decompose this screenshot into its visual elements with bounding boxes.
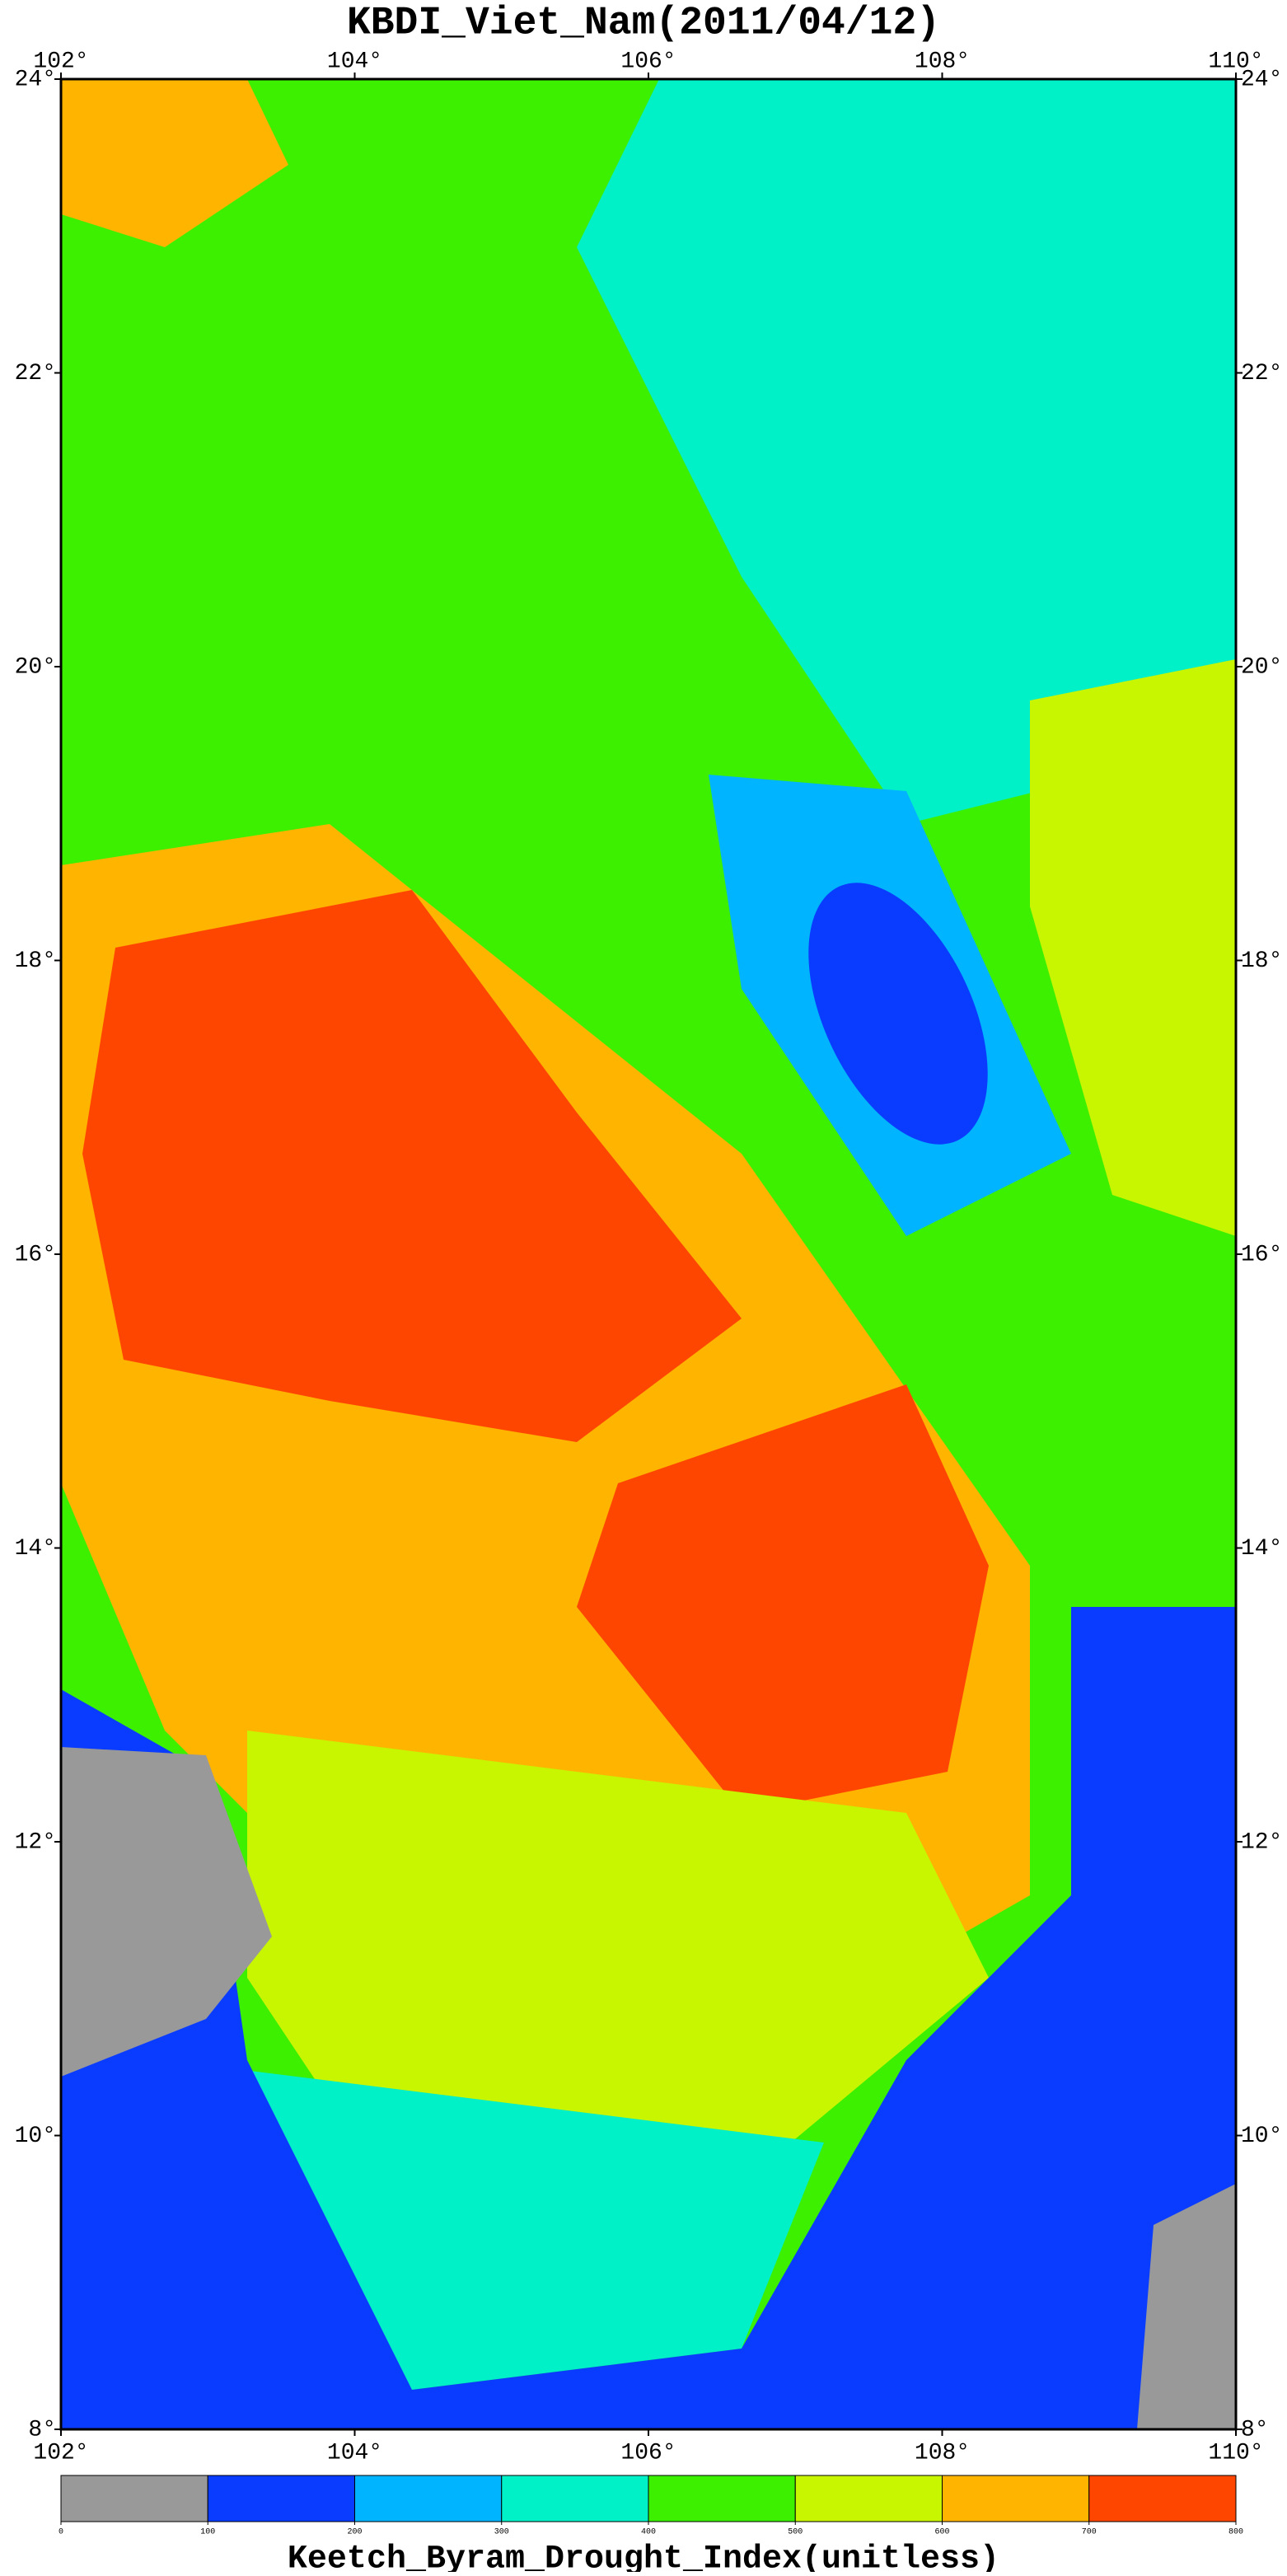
x-tick-label: 108° <box>915 2440 970 2466</box>
colorbar-bin <box>1088 2475 1237 2522</box>
y-tick-label: 12° <box>1241 1829 1282 1855</box>
y-tick-label: 22° <box>1241 361 1282 386</box>
colorbar-bin <box>60 2475 208 2522</box>
colorbar-bin <box>207 2475 355 2522</box>
x-tick-label: 104° <box>327 2440 382 2466</box>
y-tick-label: 20° <box>1241 654 1282 680</box>
colorbar-tick-label: 100 <box>200 2528 215 2537</box>
colorbar-tick-label: 800 <box>1228 2528 1243 2537</box>
y-tick-label: 16° <box>1241 1242 1282 1267</box>
colorbar-bin <box>354 2475 503 2522</box>
colorbar-bin <box>648 2475 796 2522</box>
x-tick-label: 110° <box>1208 49 1263 74</box>
y-tick-label: 12° <box>15 1829 56 1855</box>
map-field <box>61 79 1236 2429</box>
y-tick-label: 16° <box>15 1242 56 1267</box>
colorbar-tick-label: 0 <box>58 2528 63 2537</box>
colorbar-tick-label: 600 <box>934 2528 949 2537</box>
x-tick-label: 108° <box>915 49 970 74</box>
y-tick-label: 10° <box>1241 2124 1282 2149</box>
colorbar-tick-label: 700 <box>1082 2528 1097 2537</box>
y-tick-label: 8° <box>28 2417 56 2443</box>
x-tick-label: 102° <box>33 49 88 74</box>
map-title: KBDI_Viet_Nam(2011/04/12) <box>347 2 940 46</box>
y-tick-label: 14° <box>1241 1536 1282 1562</box>
y-tick-label: 18° <box>1241 948 1282 974</box>
colorbar-label: Keetch_Byram_Drought_Index(unitless) <box>288 2541 999 2572</box>
x-tick-label: 104° <box>327 49 382 74</box>
x-tick-label: 110° <box>1208 2440 1263 2466</box>
y-tick-label: 24° <box>15 67 56 92</box>
y-tick-label: 14° <box>15 1536 56 1562</box>
colorbar-bin <box>794 2475 943 2522</box>
y-tick-label: 20° <box>15 654 56 680</box>
colorbar-tick-label: 500 <box>788 2528 803 2537</box>
y-tick-label: 24° <box>1241 67 1282 92</box>
y-tick-label: 8° <box>1241 2417 1269 2443</box>
colorbar-tick-label: 300 <box>494 2528 509 2537</box>
colorbar-bin <box>942 2475 1090 2522</box>
colorbar-tick-label: 200 <box>347 2528 362 2537</box>
colorbar-tick-label: 400 <box>641 2528 656 2537</box>
colorbar-bin <box>501 2475 649 2522</box>
x-tick-label: 106° <box>620 2440 676 2466</box>
x-tick-label: 106° <box>620 49 676 74</box>
y-tick-label: 18° <box>15 948 56 974</box>
y-tick-label: 22° <box>15 361 56 386</box>
x-tick-label: 102° <box>33 2440 88 2466</box>
y-tick-label: 10° <box>15 2124 56 2149</box>
